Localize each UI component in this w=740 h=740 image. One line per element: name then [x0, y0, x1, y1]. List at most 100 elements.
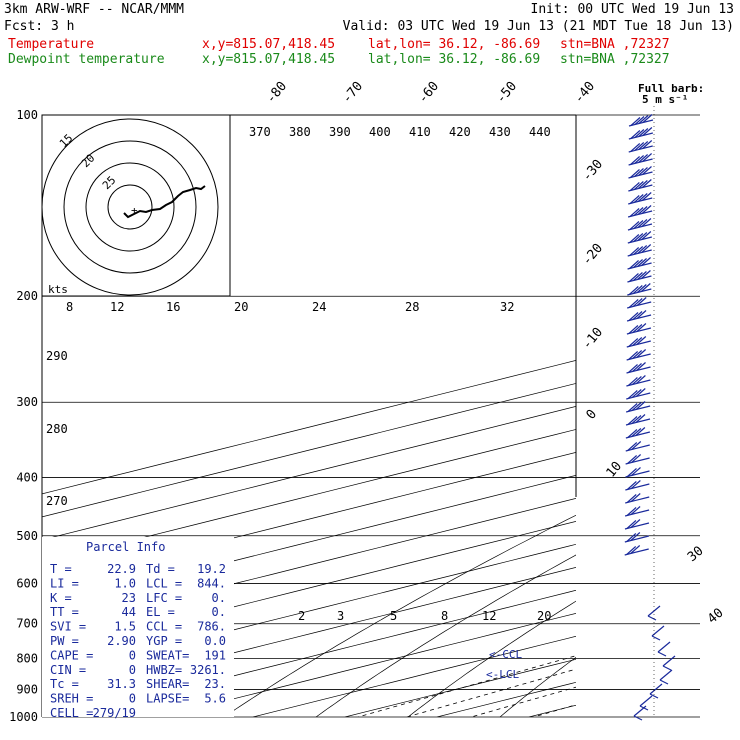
parcel-key: SWEAT=: [146, 648, 189, 662]
wind-barbs: [624, 114, 676, 721]
theta-label: 420: [449, 125, 471, 139]
pressure-tick-label: 900: [16, 682, 38, 696]
theta-label: 370: [249, 125, 271, 139]
wind-barb: [662, 655, 676, 671]
parcel-key: LFC =: [146, 591, 182, 605]
parcel-value: 844.: [197, 576, 226, 590]
wind-barb: [626, 310, 652, 322]
parcel-key: T =: [50, 562, 72, 576]
wind-barb: [649, 683, 663, 699]
parcel-value: 22.9: [107, 562, 136, 576]
wind-barb: [624, 506, 650, 517]
parcel-value: 0: [129, 663, 136, 677]
theta-label: 390: [329, 125, 351, 139]
wind-barb: [627, 244, 652, 257]
theta-label: 400: [369, 125, 391, 139]
mixing-ratio-label: 32: [500, 300, 514, 314]
parcel-key: YGP =: [146, 634, 182, 648]
theta-label: 280: [46, 422, 68, 436]
parcel-key: SREH =: [50, 692, 93, 706]
pressure-tick-label: 700: [16, 617, 38, 631]
wind-barb: [628, 192, 653, 205]
pressure-tick-label: 400: [16, 470, 38, 484]
wind-barb: [628, 114, 654, 127]
parcel-key: PW =: [50, 634, 79, 648]
parcel-value: 2.90: [107, 634, 136, 648]
parcel-value: 19.2: [197, 562, 226, 576]
wind-barb: [628, 140, 653, 153]
parcel-key: CAPE =: [50, 648, 93, 662]
wind-barb: [657, 641, 671, 657]
init-time: Init: 00 UTC Wed 19 Jun 13: [531, 2, 735, 17]
parcel-value: 786.: [197, 620, 226, 634]
wind-barb: [625, 427, 651, 439]
parcel-value: 5.6: [204, 692, 226, 706]
parcel-value: 1.0: [114, 576, 136, 590]
theta-label: 430: [489, 125, 511, 139]
dew-legend-latlon: lat,lon= 36.12, -86.69: [368, 52, 540, 67]
parcel-value: 0: [129, 692, 136, 706]
mixing-ratio-label: 20: [234, 300, 248, 314]
dry-adiabat-line: [499, 656, 576, 717]
barb-legend-title: Full barb:: [638, 82, 704, 95]
wind-barb: [627, 218, 653, 231]
barb-legend-units: 5 m s⁻¹: [642, 93, 688, 106]
parcel-value: 0.: [212, 591, 226, 605]
temp-legend-label: Temperature: [8, 37, 94, 52]
wind-barb: [628, 179, 653, 192]
wind-barb: [628, 153, 653, 166]
dry-adiabat-line: [223, 514, 576, 717]
parcel-key: SHEAR=: [146, 677, 189, 691]
wind-barb: [624, 519, 650, 530]
wind-barb: [625, 441, 650, 452]
hodo-units: kts: [48, 283, 68, 296]
wind-barb: [627, 297, 652, 309]
wind-barb: [625, 493, 650, 504]
pressure-tick-label: 600: [16, 576, 38, 590]
wind-barb: [624, 545, 649, 556]
parcel-key: HWBZ=: [146, 663, 182, 677]
parcel-value: 31.3: [107, 677, 136, 691]
mixing-ratio-label: 8: [66, 300, 73, 314]
wind-barb: [625, 480, 650, 491]
wind-barb: [627, 205, 653, 218]
mixing-ratio-label: 2: [298, 609, 305, 623]
parcel-key: TT =: [50, 605, 79, 619]
isotherm-line: [160, 612, 576, 717]
wind-barb: [626, 375, 651, 387]
parcel-key: Tc =: [50, 677, 79, 691]
hodo-trace: [123, 185, 206, 219]
pressure-tick-label: 100: [16, 108, 38, 122]
parcel-key: SVI =: [50, 620, 86, 634]
parcel-key: LCL =: [146, 576, 182, 590]
parcel-key: CCL =: [146, 620, 182, 634]
forecast-hour: Fcst: 3 h: [4, 19, 74, 34]
parcel-key: K =: [50, 591, 72, 605]
valid-time: Valid: 03 UTC Wed 19 Jun 13 (21 MDT Tue …: [343, 19, 734, 34]
pressure-tick-label: 200: [16, 289, 38, 303]
hodo-ring-2: [85, 162, 175, 252]
isotherm-line: [42, 498, 576, 633]
dew-legend-label: Dewpoint temperature: [8, 52, 165, 67]
mixing-ratio-label: 28: [405, 300, 419, 314]
parcel-value: 0.: [212, 605, 226, 619]
wind-barb: [625, 454, 650, 465]
wind-barb: [626, 336, 651, 348]
pressure-tick-label: 300: [16, 395, 38, 409]
isotherm-line: [252, 635, 576, 717]
parcel-key: CIN =: [50, 663, 86, 677]
hodo-center-mark: +: [131, 204, 138, 217]
temp-legend-xy: x,y=815.07,418.45: [202, 37, 335, 52]
model-title: 3km ARW-WRF -- NCAR/MMM: [4, 2, 184, 17]
parcel-info-title: Parcel Info: [86, 540, 165, 554]
parcel-value: 0.0: [204, 634, 226, 648]
wind-barb: [627, 283, 652, 296]
mixing-ratio-label: 12: [482, 609, 496, 623]
wind-barb: [626, 349, 651, 361]
wind-barb: [633, 705, 647, 721]
parcel-info-panel: Parcel Info T = 22.9 Td = 19.2 LI = 1.0 LCL = 8…: [42, 537, 234, 720]
wind-barb: [625, 467, 650, 478]
parcel-key: LAPSE=: [146, 692, 189, 706]
